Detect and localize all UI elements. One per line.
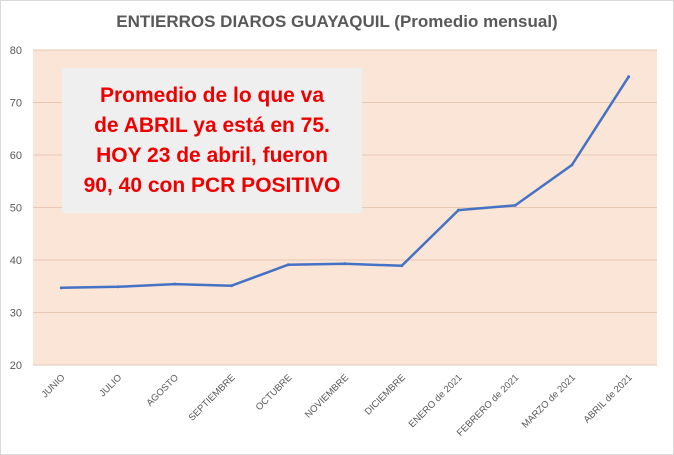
chart-title: ENTIERROS DIAROS GUAYAQUIL (Promedio men… [116, 12, 558, 31]
y-tick-label: 80 [10, 45, 22, 57]
data-point [116, 285, 120, 289]
x-tick-label: DICIEMBRE [363, 372, 408, 417]
x-tick-label: FEBRERO de 2021 [455, 372, 521, 438]
x-tick-label: JUNIO [40, 372, 68, 400]
y-axis-ticks: 20 30 40 50 60 70 80 [10, 45, 22, 372]
annotation-box: Promedio de lo que va de ABRIL ya está e… [62, 68, 362, 213]
data-point [230, 284, 234, 288]
y-tick-label: 70 [10, 98, 22, 110]
y-tick-label: 20 [10, 360, 22, 372]
x-tick-label: NOVIEMBRE [303, 372, 351, 420]
data-point [343, 262, 347, 266]
x-tick-label: AGOSTO [145, 372, 181, 408]
x-tick-label: SEPTIEMBRE [187, 372, 238, 423]
data-point [513, 203, 517, 207]
y-tick-label: 50 [10, 203, 22, 215]
x-axis-ticks: JUNIO JULIO AGOSTO SEPTIEMBRE OCTUBRE NOVIEMB… [40, 372, 635, 438]
data-point [627, 75, 631, 79]
x-tick-label: OCTUBRE [254, 372, 295, 413]
x-tick-label: ENERO de 2021 [407, 372, 465, 430]
annotation-text: Promedio de lo que va de ABRIL ya está e… [83, 83, 341, 197]
data-point [570, 163, 574, 167]
data-point [59, 286, 63, 290]
x-tick-label: JULIO [97, 372, 124, 399]
x-tick-label: MARZO de 2021 [520, 372, 578, 430]
x-tick-label: ABRIL de 2021 [582, 372, 635, 425]
data-point [456, 208, 460, 212]
y-tick-label: 40 [10, 255, 22, 267]
data-point [286, 263, 290, 267]
data-point [400, 264, 404, 268]
y-tick-label: 60 [10, 150, 22, 162]
data-points [59, 75, 631, 290]
y-tick-label: 30 [10, 308, 22, 320]
data-point [173, 282, 177, 286]
